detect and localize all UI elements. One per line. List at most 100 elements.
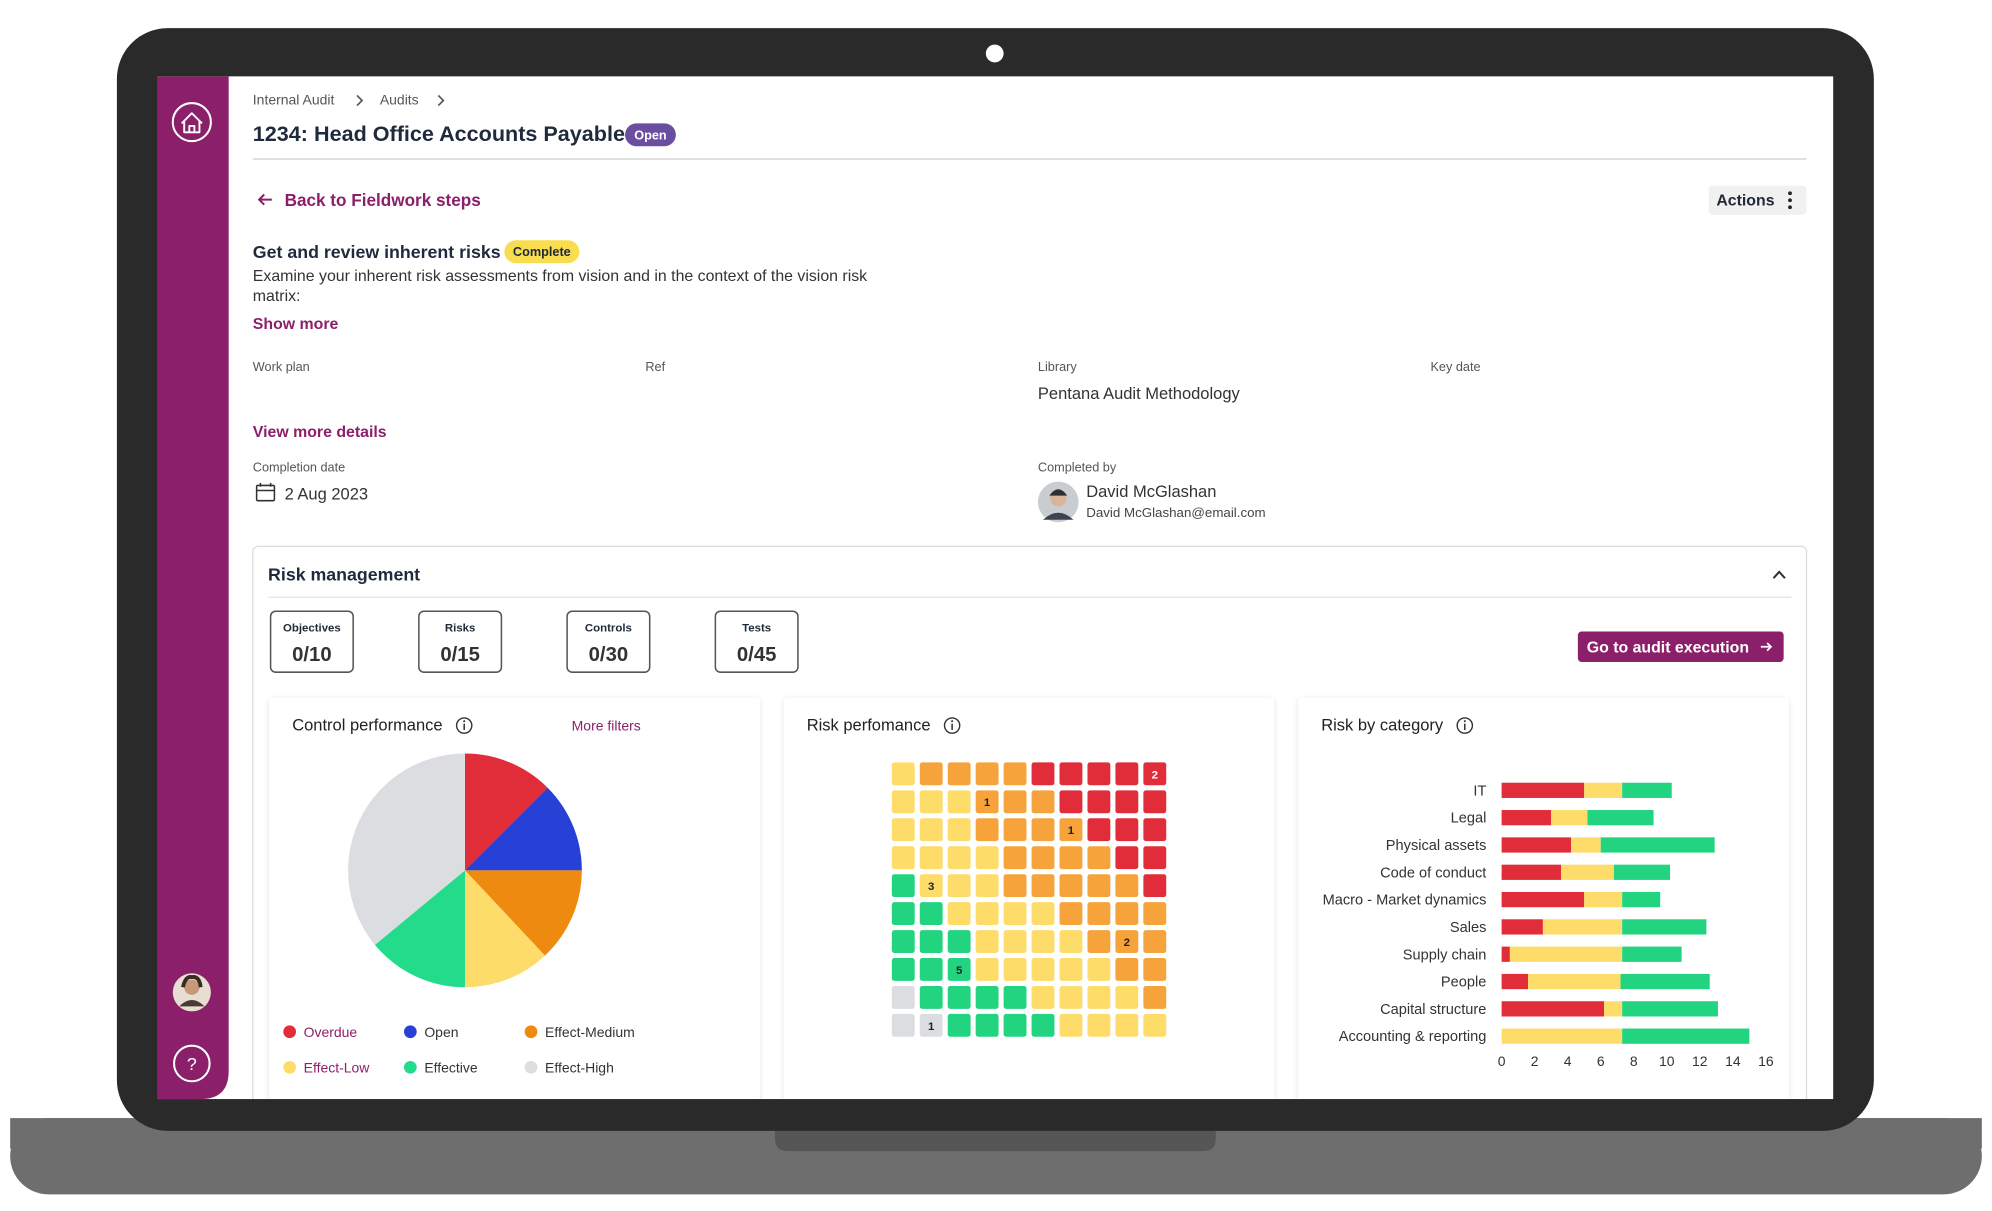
bar-segment xyxy=(1622,891,1661,908)
heatmap-cell xyxy=(1143,958,1167,981)
heatmap-cell xyxy=(947,930,971,953)
heatmap-cell xyxy=(891,790,915,814)
heatmap-cell xyxy=(975,985,999,1009)
help-button[interactable]: ? xyxy=(173,1044,211,1083)
heatmap-cell xyxy=(1143,874,1167,898)
bar-segment xyxy=(1501,946,1510,962)
legend-swatch xyxy=(524,1025,538,1039)
category-label: Sales xyxy=(1450,920,1487,936)
heatmap-cell xyxy=(919,985,943,1009)
info-icon-dot xyxy=(463,720,466,723)
counter-value: 0/45 xyxy=(737,644,777,666)
heatmap-cell xyxy=(1059,985,1083,1009)
counter-box xyxy=(714,610,799,673)
button-text: Go to audit execution xyxy=(1587,640,1749,657)
bar-segment xyxy=(1561,864,1614,880)
completer-avatar xyxy=(1037,481,1079,523)
collapse-toggle[interactable] xyxy=(1772,570,1786,579)
heatmap-cell xyxy=(1143,762,1167,786)
heatmap-cell xyxy=(1059,762,1083,786)
field-label: Key date xyxy=(1430,360,1480,374)
show-more[interactable]: Show more xyxy=(253,316,339,333)
heatmap-cell xyxy=(1115,846,1139,870)
heatmap-cell xyxy=(1031,902,1055,926)
heatmap-cell xyxy=(919,846,943,870)
back-link[interactable]: Back to Fieldwork steps xyxy=(257,190,481,210)
pie-slice xyxy=(464,753,548,871)
category-label: Physical assets xyxy=(1386,838,1487,854)
heatmap-cell xyxy=(1087,958,1111,981)
cell-count: 1 xyxy=(1068,825,1075,837)
heatmap-cell xyxy=(1115,818,1139,842)
heatmap-cell xyxy=(891,874,915,898)
heatmap-cell xyxy=(975,902,999,926)
heatmap-cell xyxy=(1059,902,1083,926)
cell-count: 1 xyxy=(984,797,991,809)
x-tick-label: 4 xyxy=(1564,1053,1572,1069)
chart-title: Control performance xyxy=(292,717,442,735)
bar-segment xyxy=(1528,973,1621,990)
heatmap-cell xyxy=(1003,958,1027,981)
breadcrumb[interactable]: Audits xyxy=(380,91,419,107)
heatmap-cell xyxy=(1115,902,1139,926)
heatmap-cell xyxy=(1143,902,1167,926)
heatmap-cell xyxy=(1143,1013,1167,1037)
bar-segment xyxy=(1501,891,1585,908)
heatmap-cell xyxy=(919,902,943,926)
bar-segment xyxy=(1501,1001,1605,1017)
bar-segment xyxy=(1620,973,1710,990)
legend-swatch xyxy=(403,1060,417,1074)
cell-count: 3 xyxy=(928,881,934,893)
heatmap-cell xyxy=(1087,818,1111,842)
bar-segment xyxy=(1501,1028,1623,1044)
heatmap-cell xyxy=(1031,790,1055,814)
heatmap-cell xyxy=(1143,818,1167,842)
heatmap-cell xyxy=(1003,762,1027,786)
info-icon xyxy=(1456,717,1474,734)
heatmap-cell xyxy=(1059,930,1083,953)
category-label: IT xyxy=(1473,783,1486,799)
more-filters[interactable]: More filters xyxy=(572,718,641,734)
heatmap-cell xyxy=(1003,902,1027,926)
legend-swatch xyxy=(283,1060,297,1074)
bar-segment xyxy=(1622,782,1672,798)
heatmap-cell xyxy=(1003,985,1027,1009)
breadcrumb[interactable]: Internal Audit xyxy=(253,91,335,107)
bar-segment xyxy=(1622,1001,1718,1017)
heatmap-cell xyxy=(891,846,915,870)
home-button[interactable] xyxy=(171,102,212,143)
heatmap-cell xyxy=(1143,790,1167,814)
heatmap-cell xyxy=(1031,762,1055,786)
heatmap-cell xyxy=(1115,930,1139,953)
status-text: Open xyxy=(634,128,666,142)
counter-value: 0/15 xyxy=(440,644,480,666)
bar-segment xyxy=(1509,946,1623,962)
camera xyxy=(985,44,1004,63)
counter-label: Tests xyxy=(742,623,771,635)
cell-count: 1 xyxy=(928,1021,935,1033)
heatmap-cell xyxy=(1031,985,1055,1009)
heatmap-cell xyxy=(1031,846,1055,870)
counter-box xyxy=(269,610,354,673)
bar-segment xyxy=(1501,782,1585,798)
description-box: Examine your inherent risk assessments f… xyxy=(253,267,867,305)
user-avatar[interactable] xyxy=(172,973,211,1012)
audit-execution-button[interactable]: Go to audit execution xyxy=(1577,631,1784,663)
x-tick-label: 6 xyxy=(1597,1053,1605,1069)
heatmap-cell xyxy=(975,846,999,870)
pie-slice xyxy=(374,870,465,988)
category-label: Accounting & reporting xyxy=(1339,1029,1487,1045)
cell-count: 5 xyxy=(956,965,963,977)
bar-segment xyxy=(1613,864,1671,880)
heatmap-cell xyxy=(975,930,999,953)
actions-button[interactable]: Actions xyxy=(1708,185,1807,215)
counter-box xyxy=(418,610,503,673)
heatmap-cell xyxy=(947,818,971,842)
chart-card xyxy=(783,697,1275,1100)
counter-value: 0/10 xyxy=(292,644,332,666)
view-more[interactable]: View more details xyxy=(253,424,387,441)
bar-segment xyxy=(1584,782,1623,798)
heatmap-cell xyxy=(1031,930,1055,953)
bar-segment xyxy=(1600,837,1715,853)
counters: Objectives 0/10 Risks 0/15 Controls 0/30 Tests… xyxy=(269,610,799,673)
